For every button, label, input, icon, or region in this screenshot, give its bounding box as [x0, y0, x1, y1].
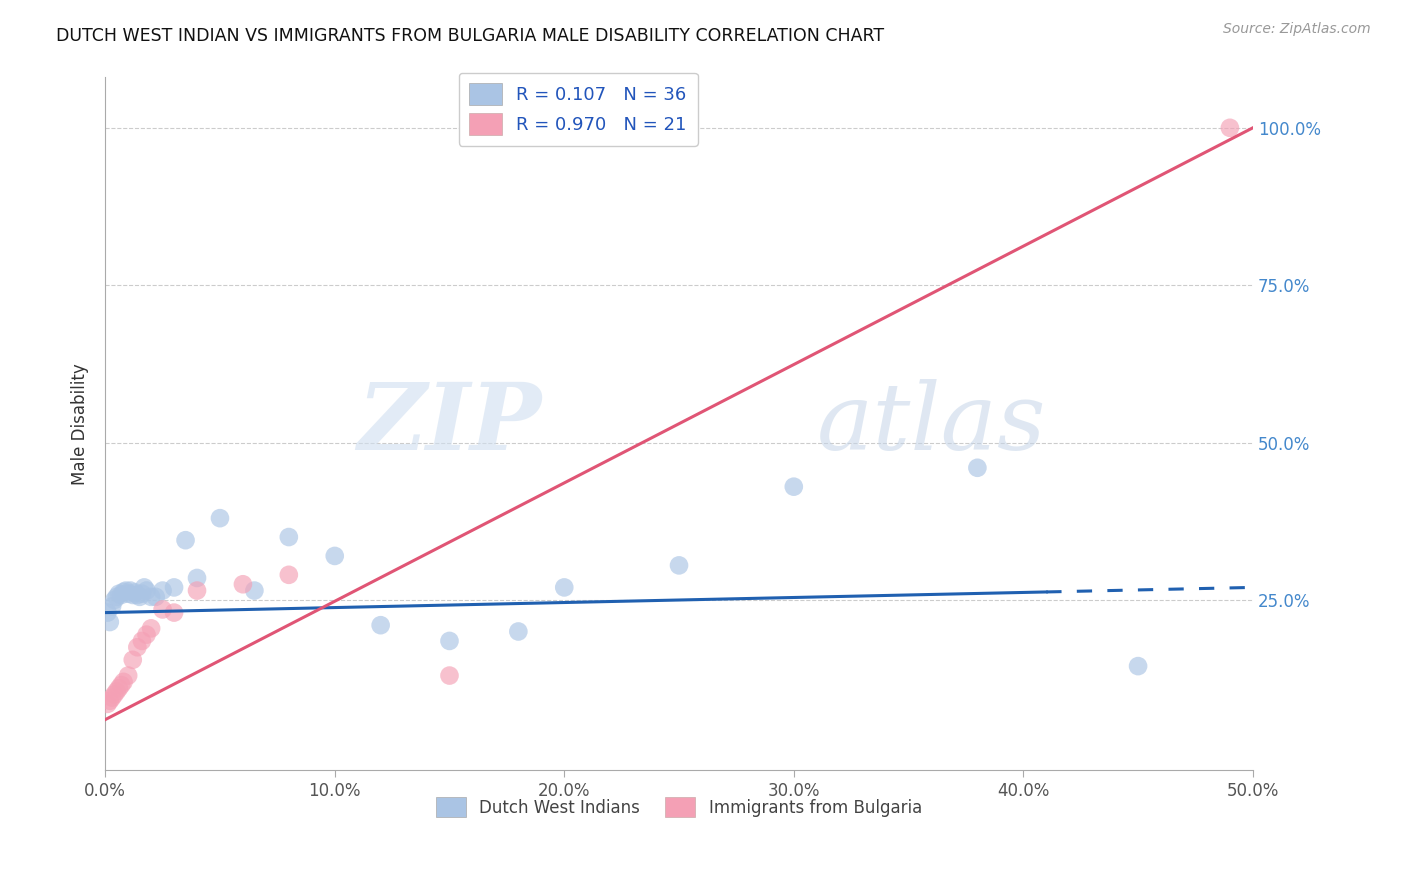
Point — [108, 587, 131, 601]
Point — [208, 511, 231, 525]
Point — [277, 530, 299, 544]
Point — [508, 624, 530, 639]
Point — [135, 583, 157, 598]
Point — [98, 615, 121, 629]
Point — [117, 587, 139, 601]
Point — [105, 590, 128, 604]
Point — [108, 681, 131, 695]
Y-axis label: Male Disability: Male Disability — [72, 363, 89, 484]
Point — [127, 640, 149, 655]
Point — [1126, 659, 1149, 673]
Point — [152, 583, 174, 598]
Point — [117, 668, 139, 682]
Point — [439, 668, 461, 682]
Point — [98, 694, 121, 708]
Point — [124, 585, 146, 599]
Point — [110, 678, 132, 692]
Point — [115, 583, 138, 598]
Legend: Dutch West Indians, Immigrants from Bulgaria: Dutch West Indians, Immigrants from Bulg… — [429, 790, 928, 824]
Point — [186, 571, 208, 585]
Point — [128, 590, 150, 604]
Point — [186, 583, 208, 598]
Point — [152, 602, 174, 616]
Point — [101, 599, 124, 614]
Point — [110, 588, 132, 602]
Text: atlas: atlas — [817, 379, 1046, 468]
Point — [101, 690, 124, 705]
Point — [112, 674, 135, 689]
Point — [232, 577, 254, 591]
Point — [131, 634, 153, 648]
Point — [323, 549, 346, 563]
Point — [127, 588, 149, 602]
Point — [163, 581, 186, 595]
Point — [120, 583, 142, 598]
Point — [134, 581, 156, 595]
Point — [103, 688, 125, 702]
Point — [103, 593, 125, 607]
Point — [243, 583, 266, 598]
Point — [1219, 120, 1241, 135]
Point — [105, 684, 128, 698]
Point — [121, 653, 143, 667]
Point — [96, 697, 118, 711]
Point — [96, 606, 118, 620]
Point — [439, 634, 461, 648]
Text: DUTCH WEST INDIAN VS IMMIGRANTS FROM BULGARIA MALE DISABILITY CORRELATION CHART: DUTCH WEST INDIAN VS IMMIGRANTS FROM BUL… — [56, 27, 884, 45]
Point — [121, 588, 143, 602]
Point — [174, 533, 197, 548]
Text: ZIP: ZIP — [357, 379, 541, 468]
Point — [112, 584, 135, 599]
Point — [163, 606, 186, 620]
Point — [145, 590, 167, 604]
Point — [135, 627, 157, 641]
Point — [668, 558, 690, 573]
Point — [783, 480, 806, 494]
Point — [139, 590, 162, 604]
Point — [553, 581, 575, 595]
Point — [139, 621, 162, 635]
Text: Source: ZipAtlas.com: Source: ZipAtlas.com — [1223, 22, 1371, 37]
Point — [277, 567, 299, 582]
Point — [370, 618, 392, 632]
Point — [966, 460, 988, 475]
Point — [131, 587, 153, 601]
